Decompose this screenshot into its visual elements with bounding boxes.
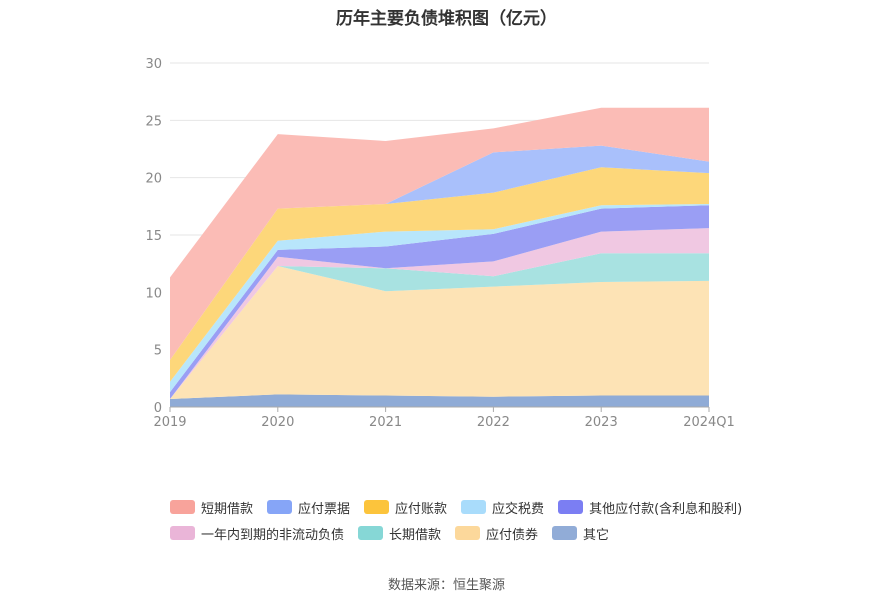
legend-label: 短期借款: [201, 501, 254, 517]
x-tick-label: 2022: [477, 415, 510, 430]
area-series: [170, 266, 709, 399]
area-series-layer: [170, 107, 709, 407]
y-tick-label: 30: [145, 57, 162, 72]
legend-item[interactable]: 其他应付款(含利息和股利): [558, 498, 742, 517]
legend-item[interactable]: 应付账款: [364, 498, 447, 517]
legend-row: 一年内到期的非流动负债 长期借款 应付债券 其它: [170, 520, 770, 546]
y-tick-label: 10: [145, 286, 162, 301]
x-tick-label: 2019: [153, 415, 186, 430]
source-note: 数据来源：恒生聚源: [387, 578, 505, 593]
legend-item[interactable]: 应付票据: [267, 498, 350, 517]
chart-title: 历年主要负债堆积图（亿元）: [336, 9, 557, 29]
legend-label: 应交税费: [492, 501, 545, 517]
area-series: [170, 167, 709, 382]
legend-item[interactable]: 一年内到期的非流动负债: [170, 524, 344, 543]
legend-swatch: [364, 500, 390, 514]
x-tick-label: 2024Q1: [683, 415, 735, 430]
legend-swatch: [267, 500, 293, 514]
y-tick-label: 0: [154, 401, 162, 416]
legend-label: 其它: [583, 527, 610, 543]
legend-label: 一年内到期的非流动负债: [201, 527, 345, 543]
x-tick-label: 2023: [585, 415, 618, 430]
legend-swatch: [455, 526, 481, 540]
legend-item[interactable]: 应交税费: [461, 498, 544, 517]
legend-swatch: [170, 526, 195, 540]
y-tick-label: 25: [145, 114, 162, 129]
y-tick-label: 5: [154, 344, 162, 359]
legend-swatch: [461, 500, 487, 514]
axes: 0 5 10 15 20 25 30 2019 2020 2021 2022 2023 2024Q1: [145, 57, 734, 430]
legend-row: 短期借款 应付票据 应付账款 应交税费 其他应付款(含利息和股利): [170, 494, 770, 520]
legend-item[interactable]: 应付债券: [455, 524, 538, 543]
legend-swatch: [358, 526, 384, 540]
legend-swatch: [558, 500, 584, 514]
y-tick-label: 15: [145, 229, 162, 244]
x-tick-label: 2020: [261, 415, 294, 430]
legend-swatch: [552, 526, 578, 540]
area-series: [170, 394, 709, 407]
legend-label: 长期借款: [389, 527, 442, 543]
legend-item[interactable]: 短期借款: [170, 498, 253, 517]
legend: 短期借款 应付票据 应付账款 应交税费 其他应付款(含利息和股利) 一年内到期的非流动负债…: [170, 494, 770, 546]
x-tick-label: 2021: [369, 415, 402, 430]
legend-label: 其他应付款(含利息和股利): [589, 501, 743, 517]
legend-label: 应付账款: [395, 501, 448, 517]
y-tick-label: 20: [145, 172, 162, 187]
area-series: [170, 253, 709, 399]
legend-item[interactable]: 长期借款: [358, 524, 441, 543]
area-series: [170, 107, 709, 360]
legend-label: 应付票据: [298, 501, 351, 517]
legend-swatch: [170, 500, 195, 514]
area-series: [170, 205, 709, 399]
area-series: [170, 145, 709, 360]
area-series: [170, 228, 709, 399]
legend-label: 应付债券: [486, 527, 539, 543]
legend-item[interactable]: 其它: [552, 524, 609, 543]
